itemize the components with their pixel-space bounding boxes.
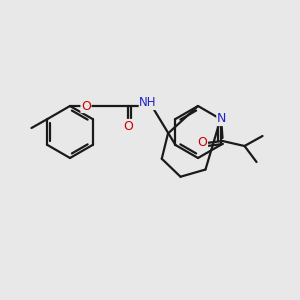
Text: O: O — [81, 100, 91, 112]
Text: NH: NH — [139, 97, 157, 110]
Text: O: O — [198, 136, 208, 149]
Text: O: O — [123, 119, 133, 133]
Text: N: N — [217, 112, 226, 125]
